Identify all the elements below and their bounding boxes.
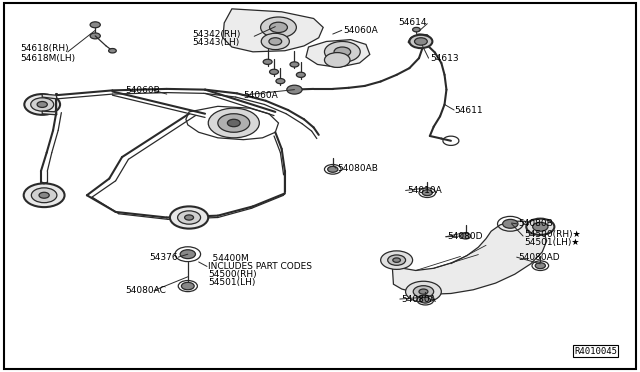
Polygon shape [42, 111, 57, 115]
Circle shape [24, 183, 65, 207]
Circle shape [410, 35, 433, 48]
Text: 54060B: 54060B [125, 86, 160, 95]
Circle shape [422, 190, 433, 196]
Text: 54501(LH): 54501(LH) [208, 278, 255, 287]
Circle shape [334, 47, 351, 57]
Text: 54613: 54613 [430, 54, 458, 62]
Circle shape [296, 72, 305, 77]
Circle shape [24, 94, 60, 115]
Circle shape [37, 102, 47, 108]
Circle shape [413, 28, 420, 32]
Circle shape [260, 17, 296, 38]
Circle shape [208, 108, 259, 138]
Text: 54080B: 54080B [518, 219, 553, 228]
Circle shape [170, 206, 208, 229]
Text: INCLUDES PART CODES: INCLUDES PART CODES [208, 262, 312, 271]
Text: 54611: 54611 [454, 106, 483, 115]
Text: 54618M(LH): 54618M(LH) [20, 54, 75, 62]
Circle shape [532, 222, 548, 231]
Circle shape [31, 98, 54, 111]
Text: 54501(LH)★: 54501(LH)★ [524, 238, 580, 247]
Text: 54080D: 54080D [447, 232, 483, 241]
Circle shape [393, 258, 401, 262]
Text: R4010045: R4010045 [574, 347, 617, 356]
Circle shape [261, 33, 289, 49]
Text: 54618(RH): 54618(RH) [20, 44, 68, 53]
Circle shape [39, 192, 49, 198]
Circle shape [31, 188, 57, 203]
Circle shape [269, 38, 282, 45]
Text: 54080AC: 54080AC [125, 286, 166, 295]
Circle shape [269, 69, 278, 74]
Polygon shape [392, 221, 547, 294]
Circle shape [381, 251, 413, 269]
Circle shape [90, 33, 100, 39]
Text: 54080AD: 54080AD [518, 253, 559, 262]
Circle shape [502, 219, 518, 228]
Circle shape [420, 297, 431, 303]
Text: 54060A: 54060A [343, 26, 378, 35]
Circle shape [419, 289, 428, 294]
Circle shape [180, 250, 195, 259]
Circle shape [109, 48, 116, 53]
Text: 54080AB: 54080AB [337, 164, 378, 173]
Text: 54500(RH): 54500(RH) [208, 270, 257, 279]
Circle shape [287, 85, 302, 94]
Circle shape [90, 22, 100, 28]
Polygon shape [42, 94, 57, 99]
Text: 54010A: 54010A [407, 186, 442, 195]
Circle shape [218, 114, 250, 132]
Polygon shape [223, 9, 323, 52]
Circle shape [263, 59, 272, 64]
Circle shape [324, 52, 350, 67]
Circle shape [290, 62, 299, 67]
Circle shape [406, 281, 442, 302]
Polygon shape [306, 39, 370, 67]
Text: 54060A: 54060A [243, 91, 278, 100]
Text: 54500(RH)★: 54500(RH)★ [524, 230, 581, 239]
Circle shape [535, 263, 545, 269]
Circle shape [461, 233, 470, 239]
Circle shape [177, 211, 200, 224]
Text: 54343(LH): 54343(LH) [192, 38, 239, 47]
Circle shape [388, 255, 406, 265]
Text: 54342(RH): 54342(RH) [192, 29, 241, 39]
Circle shape [413, 286, 434, 298]
Circle shape [184, 215, 193, 220]
Circle shape [276, 78, 285, 84]
Text: 54400M: 54400M [208, 254, 249, 263]
Text: 54080A: 54080A [401, 295, 436, 304]
Circle shape [181, 282, 194, 290]
Polygon shape [408, 34, 432, 48]
Circle shape [269, 22, 287, 33]
Circle shape [526, 219, 554, 235]
Circle shape [415, 38, 428, 45]
Text: 54376: 54376 [150, 253, 178, 262]
Circle shape [227, 119, 240, 127]
Text: 54614: 54614 [398, 18, 426, 27]
Circle shape [328, 166, 338, 172]
Circle shape [324, 41, 360, 62]
